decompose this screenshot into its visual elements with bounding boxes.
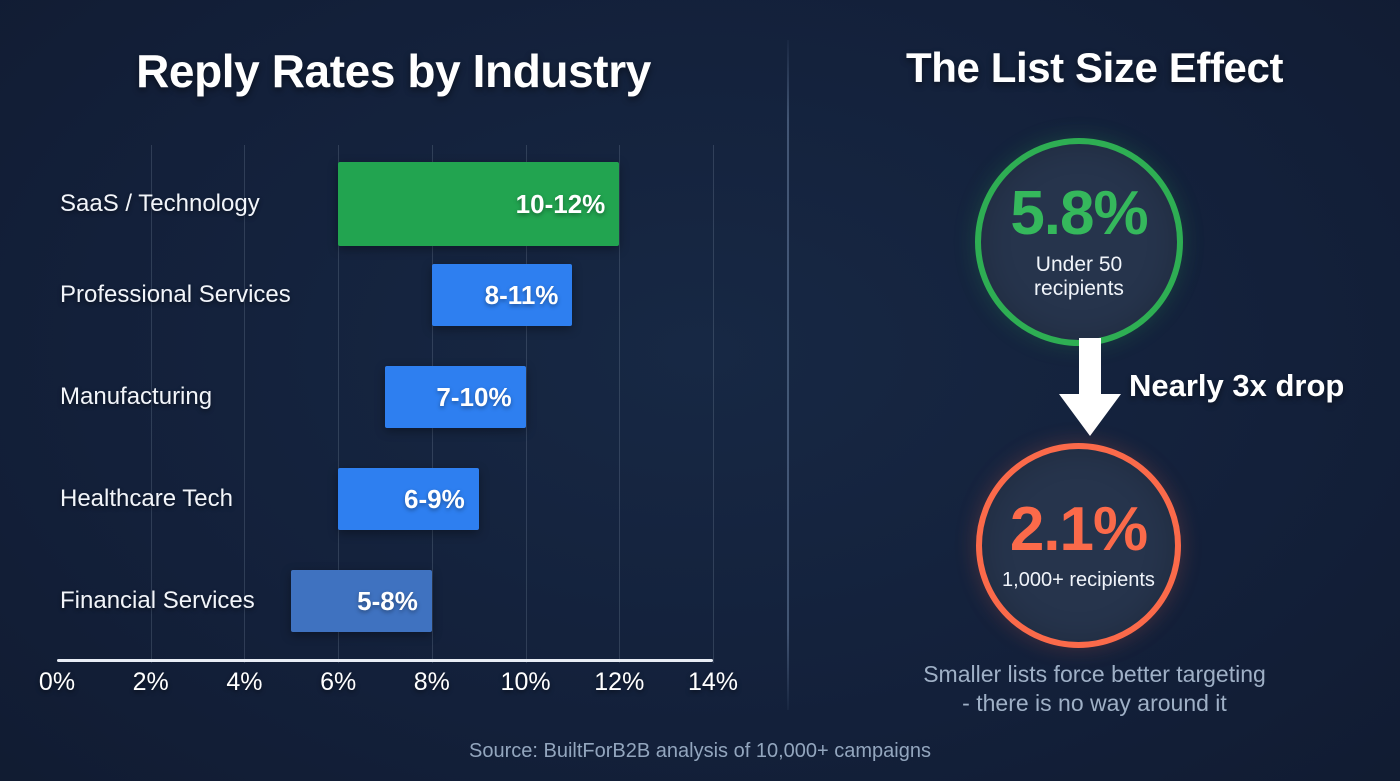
gridline — [619, 145, 621, 663]
stat-value-small-list: 5.8% — [1010, 178, 1148, 248]
panel-divider — [787, 40, 789, 710]
bar-value-label: 7-10% — [436, 381, 512, 412]
stat-circle-large-list: 2.1% 1,000+ recipients — [976, 443, 1181, 648]
chart-bar: 7-10% — [385, 366, 526, 428]
gridline — [150, 145, 152, 663]
bar-value-label: 6-9% — [404, 483, 465, 514]
x-axis-line — [57, 659, 713, 662]
x-axis-tick: 2% — [132, 668, 169, 696]
x-axis-tick: 8% — [413, 668, 450, 696]
chart-bar: 8-11% — [431, 264, 573, 326]
gridline — [525, 145, 527, 663]
reply-rates-bar-chart: 10-12% 8-11% 7-10% 6-9% 5-8% SaaS / Technolo… — [0, 140, 787, 700]
stat-circle-small-list: 5.8% Under 50 recipients — [975, 138, 1183, 346]
chart-bar: 5-8% — [291, 570, 432, 632]
chart-bar: 6-9% — [338, 468, 479, 530]
x-axis-tick: 10% — [500, 668, 551, 696]
x-axis-tick: 4% — [226, 668, 263, 696]
left-panel-title: Reply Rates by Industry — [136, 45, 651, 97]
gridline — [338, 145, 340, 663]
x-axis-tick: 12% — [594, 668, 645, 696]
chart-category-label: Professional Services — [60, 281, 291, 308]
x-axis-tick: 6% — [320, 668, 357, 696]
gridline — [244, 145, 246, 663]
chart-bar: 10-12% — [338, 162, 620, 246]
panel-caption: Smaller lists force better targeting - t… — [923, 661, 1266, 716]
list-size-effect-panel: 5.8% Under 50 recipients Nearly 3x drop … — [789, 0, 1400, 781]
bar-value-label: 5-8% — [357, 585, 418, 616]
chart-category-label: Manufacturing — [60, 383, 213, 410]
x-axis-tick: 0% — [38, 668, 76, 696]
stat-label-large-list: 1,000+ recipients — [1002, 569, 1155, 591]
bar-value-label: 10-12% — [515, 188, 606, 219]
chart-category-label: Financial Services — [60, 587, 255, 614]
chart-category-label: SaaS / Technology — [60, 190, 260, 217]
gridline — [713, 145, 714, 663]
down-arrow-icon — [1057, 338, 1123, 438]
stat-value-large-list: 2.1% — [1009, 495, 1148, 564]
x-axis-tick: 14% — [687, 668, 739, 696]
source-note: Source: BuiltForB2B analysis of 10,000+ … — [469, 740, 931, 762]
bar-value-label: 8-11% — [484, 279, 559, 310]
stat-label-small-list: Under 50 recipients — [1034, 252, 1124, 300]
right-panel-title: The List Size Effect — [905, 44, 1284, 91]
drop-note-label: Nearly 3x drop — [1129, 368, 1345, 403]
chart-category-label: Healthcare Tech — [60, 485, 233, 512]
